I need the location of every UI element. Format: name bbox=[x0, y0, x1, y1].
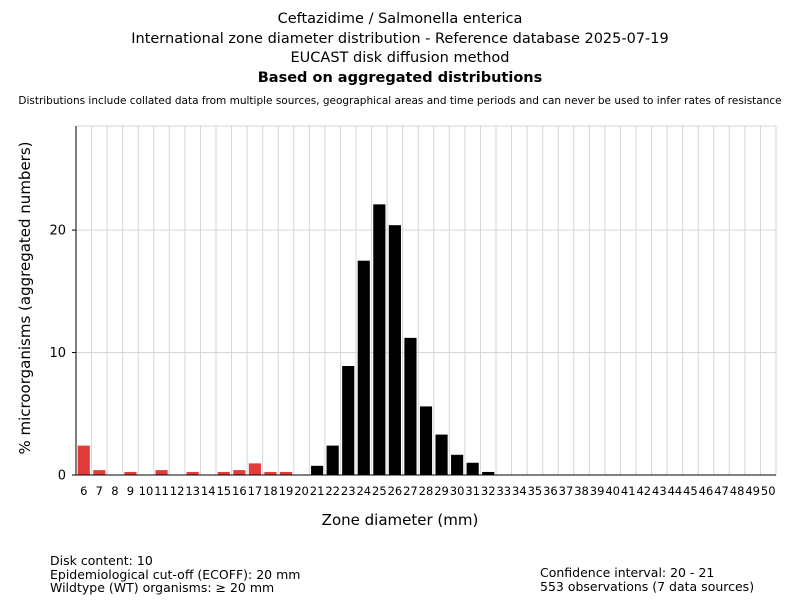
x-tick-label: 23 bbox=[341, 484, 356, 498]
bar-25 bbox=[373, 204, 386, 475]
x-tick-label: 12 bbox=[170, 484, 185, 498]
observation-count: 553 observations (7 data sources) bbox=[540, 578, 755, 594]
x-tick-label: 15 bbox=[216, 484, 231, 498]
x-tick-label: 26 bbox=[388, 484, 403, 498]
x-tick-label: 42 bbox=[636, 484, 651, 498]
bar-16 bbox=[233, 470, 246, 475]
chart-subtitle-basis: Based on aggregated distributions bbox=[257, 69, 543, 86]
x-tick-label: 9 bbox=[127, 484, 134, 498]
y-tick-label: 20 bbox=[49, 224, 66, 239]
bar-15 bbox=[217, 471, 230, 475]
bar-19 bbox=[279, 471, 293, 475]
chart-title-block: Ceftazidime / Salmonella enterica Intern… bbox=[0, 10, 800, 108]
x-tick-label: 47 bbox=[714, 484, 729, 498]
x-tick-label: 45 bbox=[683, 484, 698, 498]
x-tick-label: 40 bbox=[605, 484, 620, 498]
y-tick-label: 10 bbox=[49, 346, 66, 361]
x-tick-label: 24 bbox=[356, 484, 371, 498]
bar-9 bbox=[124, 471, 137, 475]
footer-right: Confidence interval: 20 - 21 553 observa… bbox=[540, 566, 754, 593]
grid bbox=[75, 125, 777, 475]
x-tick-label: 21 bbox=[310, 484, 325, 498]
bar-23 bbox=[342, 366, 355, 475]
x-tick-label: 44 bbox=[668, 484, 683, 498]
x-tick-label: 35 bbox=[528, 484, 543, 498]
bar-31 bbox=[466, 462, 479, 475]
x-tick-label: 29 bbox=[434, 484, 449, 498]
x-tick-label: 31 bbox=[465, 484, 480, 498]
chart-title: Ceftazidime / Salmonella enterica bbox=[277, 11, 523, 27]
x-tick-label: 28 bbox=[419, 484, 434, 498]
x-tick-label: 50 bbox=[761, 484, 776, 498]
y-axis-label: % microorganisms (aggregated numbers) bbox=[16, 141, 34, 454]
x-tick-label: 8 bbox=[111, 484, 118, 498]
bar-30 bbox=[451, 454, 464, 475]
x-tick-label: 46 bbox=[699, 484, 714, 498]
bar-17 bbox=[248, 463, 261, 475]
disk-content: Disk content: 10 bbox=[50, 553, 153, 568]
footer-left: Disk content: 10 Epidemiological cut-off… bbox=[50, 554, 300, 595]
bar-22 bbox=[326, 445, 339, 475]
x-tick-label: 14 bbox=[201, 484, 216, 498]
x-tick-label: 48 bbox=[730, 484, 745, 498]
bars bbox=[77, 204, 495, 475]
bar-7 bbox=[93, 470, 106, 475]
x-axis-label: Zone diameter (mm) bbox=[322, 511, 479, 529]
ecoff-value: Epidemiological cut-off (ECOFF): 20 mm bbox=[50, 566, 301, 582]
x-tick-label: 41 bbox=[621, 484, 636, 498]
x-tick-label: 10 bbox=[139, 484, 154, 498]
x-tick-label: 25 bbox=[372, 484, 387, 498]
x-tick-label: 39 bbox=[590, 484, 605, 498]
bar-27 bbox=[404, 337, 417, 475]
chart-subtitle-database: International zone diameter distribution… bbox=[131, 30, 669, 47]
x-tick-label: 38 bbox=[574, 484, 589, 498]
x-tick-label: 22 bbox=[325, 484, 340, 498]
x-tick-label: 33 bbox=[496, 484, 511, 498]
bar-26 bbox=[388, 225, 401, 475]
x-tick-label: 30 bbox=[450, 484, 465, 498]
x-tick-label: 11 bbox=[154, 484, 169, 498]
bar-18 bbox=[264, 471, 277, 475]
bar-29 bbox=[435, 434, 448, 475]
x-tick-label: 43 bbox=[652, 484, 667, 498]
x-tick-label: 16 bbox=[232, 484, 247, 498]
bar-24 bbox=[357, 260, 370, 475]
x-tick-label: 34 bbox=[512, 484, 527, 498]
x-tick-label: 6 bbox=[80, 484, 87, 498]
x-tick-label: 20 bbox=[294, 484, 309, 498]
bar-6 bbox=[77, 445, 90, 475]
x-tick-label: 17 bbox=[248, 484, 263, 498]
confidence-interval: Confidence interval: 20 - 21 bbox=[540, 565, 715, 580]
x-tick-label: 36 bbox=[543, 484, 558, 498]
bar-28 bbox=[419, 406, 433, 475]
x-tick-label: 49 bbox=[745, 484, 760, 498]
bar-13 bbox=[186, 471, 199, 475]
x-tick-label: 37 bbox=[559, 484, 574, 498]
chart-disclaimer: Distributions include collated data from… bbox=[18, 95, 782, 107]
x-tick-label: 7 bbox=[96, 484, 103, 498]
wildtype-range: Wildtype (WT) organisms: ≥ 20 mm bbox=[50, 580, 275, 595]
chart-subtitle-method: EUCAST disk diffusion method bbox=[290, 50, 510, 66]
bar-32 bbox=[482, 471, 495, 475]
x-tick-label: 27 bbox=[403, 484, 418, 498]
x-tick-label: 13 bbox=[185, 484, 200, 498]
bar-21 bbox=[311, 465, 324, 475]
x-tick-label: 19 bbox=[279, 484, 294, 498]
y-tick-label: 0 bbox=[58, 469, 66, 484]
bar-11 bbox=[155, 470, 168, 475]
x-tick-label: 32 bbox=[481, 484, 496, 498]
x-tick-label: 18 bbox=[263, 484, 278, 498]
